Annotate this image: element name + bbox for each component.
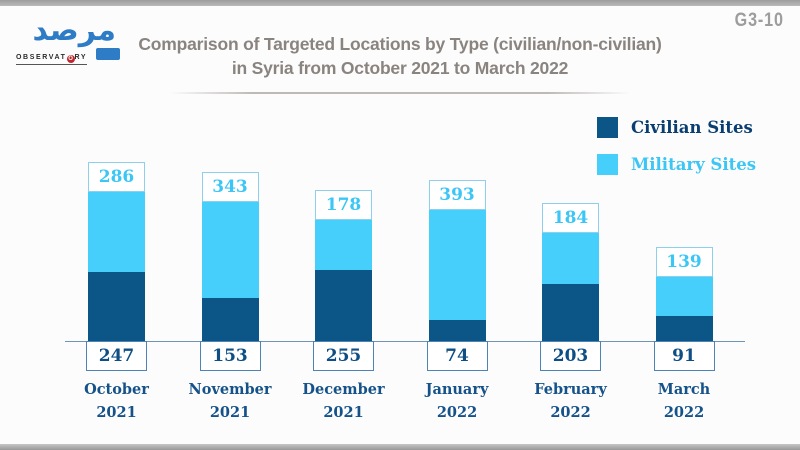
civilian-value-label: 153 [199,341,261,371]
legend-item: Civilian Sites [597,116,756,138]
civilian-segment [88,271,145,341]
category-label: March 2022 [657,381,711,421]
civilian-segment [428,320,486,341]
bar-column: 139 91 March 2022 [653,110,715,440]
bar-stack: 184 [542,202,599,341]
civilian-value-label: 203 [540,341,601,371]
civilian-segment [655,315,713,341]
military-value-label: 393 [428,180,486,211]
bar-stack: 343 [201,172,259,341]
civilian-segment [315,269,372,341]
bar-column: 393 74 January 2022 [426,110,488,440]
military-segment [315,219,372,270]
military-segment [88,191,145,272]
bar-column: 178 255 December 2021 [302,110,385,440]
civilian-value-label: 247 [86,341,147,371]
military-value-label: 184 [542,202,599,233]
bottom-border-bar [0,444,800,450]
top-border-bar [0,0,800,6]
legend-label: Military Sites [631,154,756,174]
civilian-value-label: 91 [653,341,715,371]
bar-stack: 393 [428,180,486,341]
bar-column: 286 247 October 2021 [84,110,149,440]
category-label: February 2022 [534,381,607,421]
category-label: January 2022 [425,381,489,421]
legend-item: Military Sites [597,153,756,175]
military-value-label: 139 [655,246,713,277]
category-label: December 2021 [302,381,385,421]
military-segment [201,202,259,299]
category-label: November 2021 [188,381,272,421]
bar-stack: 286 [88,161,145,341]
title-divider [170,92,630,94]
legend: Civilian Sites Military Sites [597,116,756,190]
bar-column: 184 203 February 2022 [534,110,607,440]
military-value-label: 343 [201,172,259,203]
logo-latin-left: OBSERVAT [16,54,67,61]
civilian-segment [201,298,259,341]
x-axis-line [65,341,745,342]
bar-stack: 178 [315,189,372,341]
legend-swatch [597,116,618,138]
legend-swatch [597,153,618,175]
military-value-label: 286 [88,161,145,192]
logo-badge [96,48,120,60]
legend-label: Civilian Sites [631,117,753,137]
military-segment [428,210,486,321]
header: مرصد OBSERVAT O RY Comparison of Targeted … [0,6,800,110]
chart-title: Comparison of Targeted Locations by Type… [0,32,800,80]
logo-latin-text: OBSERVAT O RY [16,54,88,65]
figure-code: G3-10 [734,10,784,31]
civilian-value-label: 255 [313,341,374,371]
logo-arabic-text: مرصد [32,13,117,48]
logo-o-mark: O [66,55,75,63]
military-segment [542,232,599,285]
bar-stack: 139 [655,246,713,341]
logo-latin-right: RY [74,54,88,61]
stacked-bar-chart: Civilian Sites Military Sites 286 247 Octob… [0,110,800,440]
military-segment [655,276,713,316]
civilian-value-label: 74 [426,341,488,371]
civilian-segment [542,284,599,341]
category-label: October 2021 [84,381,149,421]
bar-column: 343 153 November 2021 [189,110,271,440]
title-line-2: in Syria from October 2021 to March 2022 [231,58,569,78]
title-line-1: Comparison of Targeted Locations by Type… [138,34,662,54]
observatory-logo: مرصد OBSERVAT O RY [16,13,120,68]
military-value-label: 178 [315,189,372,220]
